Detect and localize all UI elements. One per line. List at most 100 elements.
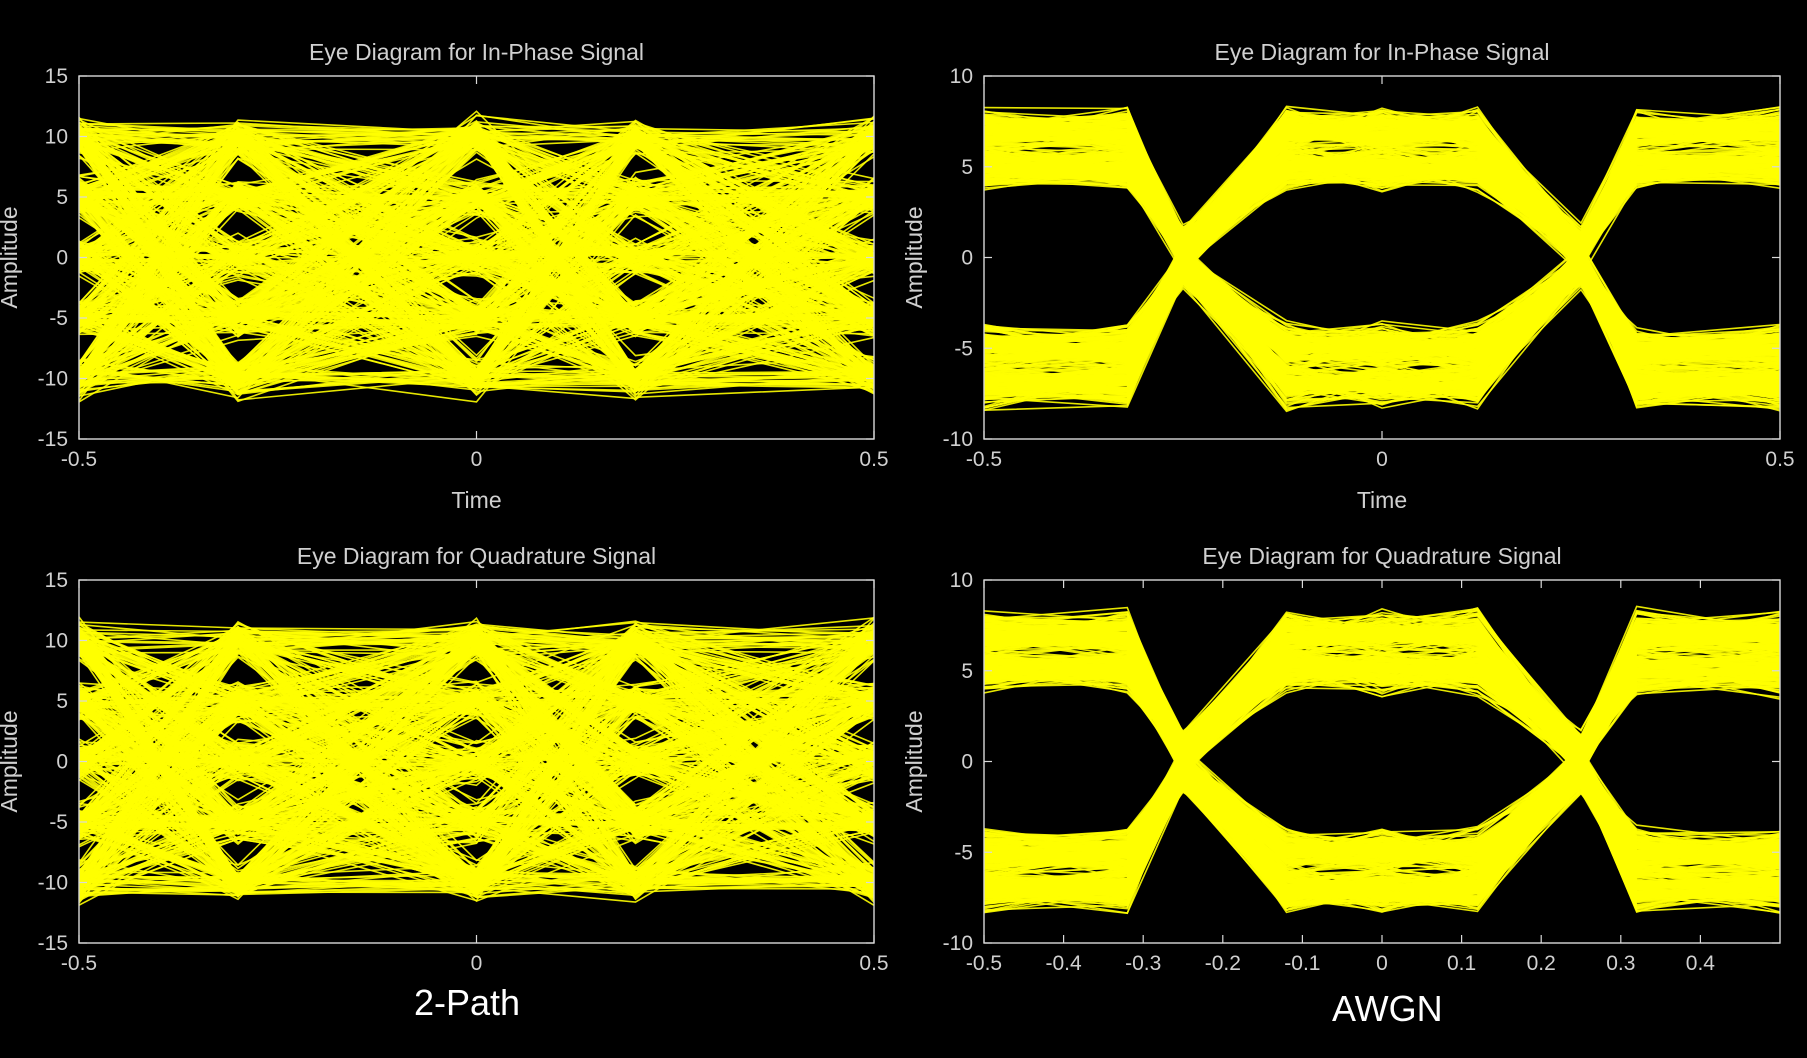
eye-trace [79,131,874,337]
eye-trace [79,140,874,315]
eye-trace [79,638,874,894]
eye-trace [984,773,1780,904]
y-axis-label: Amplitude [901,710,927,812]
eye-trace [79,132,874,361]
eye-trace [79,702,874,896]
eye-trace [79,143,874,360]
x-tick-label: -0.4 [1046,952,1083,975]
eye-trace [984,152,1780,386]
eye-trace [79,629,874,780]
y-tick-label: 10 [45,630,68,653]
x-tick-label: -0.3 [1125,952,1161,975]
eye-trace [79,135,874,372]
eye-trace [984,652,1780,914]
eye-trace [79,626,874,891]
eye-trace [984,153,1780,403]
y-tick-label: -10 [38,368,68,391]
subplot-1: -0.5 0 0.5 -15 -10 -5 0 5 10 15 Eye Diagram for In… [0,39,889,513]
y-tick-label: 0 [961,247,973,270]
x-tick-label: 0.4 [1686,952,1716,975]
eye-trace [984,146,1780,397]
eye-trace [984,663,1780,858]
caption-awgn: AWGN [1332,988,1443,1029]
y-tick-label: 10 [950,65,973,88]
eye-trace [984,623,1780,911]
eye-traces [984,605,1780,915]
eye-trace [79,190,874,378]
eye-trace [984,169,1780,396]
eye-trace [79,634,874,878]
eye-trace [79,636,874,876]
eye-trace [79,138,874,374]
eye-trace [79,815,874,893]
x-tick-label: 0.5 [859,448,888,471]
x-tick-label: -0.5 [966,952,1002,975]
y-tick-label: -15 [38,932,68,955]
chart-title: Eye Diagram for Quadrature Signal [297,543,656,569]
eye-trace [79,634,874,887]
y-tick-label: 0 [56,247,68,270]
x-tick-label: 0.5 [1765,448,1794,471]
y-tick-label: 10 [45,126,68,149]
eye-trace [984,611,1780,911]
eye-trace [984,774,1780,901]
eye-trace [79,748,874,882]
eye-trace [79,262,874,379]
eye-trace [79,630,874,817]
eye-trace [79,141,874,377]
eye-traces [79,616,874,906]
eye-trace [79,633,874,759]
x-tick-label: 0 [471,448,483,471]
eye-trace [79,125,874,370]
eye-trace [79,206,874,334]
eye-trace [79,126,874,381]
eye-trace [79,635,874,872]
eye-trace [79,138,874,317]
eye-trace [79,704,874,894]
eye-trace [984,605,1780,899]
eye-trace [79,126,874,324]
eye-trace [79,245,874,389]
subplot-2: -0.5 0 0.5 -10 -5 0 5 10 Eye Diagram for In-Phas… [901,39,1795,513]
eye-trace [79,627,874,821]
subplot-4: -0.5 -0.4 -0.3 -0.2 -0.1 0 0.1 0.2 0.3 0.4 -10 -5 0 5… [901,543,1781,975]
eye-trace [79,643,874,891]
eye-trace [79,690,874,891]
eye-trace [79,191,874,323]
eye-trace [79,114,874,317]
eye-trace [984,124,1780,393]
eye-trace [79,690,874,884]
caption-two-path: 2-Path [414,982,521,1023]
x-tick-label: 0 [1376,952,1388,975]
y-axis-label: Amplitude [901,206,927,308]
eye-trace [984,643,1780,897]
eye-trace [79,123,874,325]
x-tick-label: -0.5 [61,952,97,975]
y-tick-label: -5 [954,337,973,360]
eye-trace [79,635,874,824]
eye-trace [79,642,874,903]
eye-trace [984,271,1780,403]
y-tick-label: 5 [56,186,68,209]
eye-trace [984,646,1780,889]
y-tick-label: 15 [45,569,68,592]
eye-trace [984,267,1780,369]
eye-trace [79,630,874,830]
eye-trace [79,636,874,890]
eye-trace [79,206,874,369]
y-tick-label: 0 [961,751,973,774]
eye-trace [79,122,874,323]
eye-trace [79,137,874,314]
eye-trace [984,106,1780,260]
eye-trace [79,134,874,312]
eye-trace [984,665,1780,892]
eye-trace [79,143,874,216]
x-tick-label: 0 [471,952,483,975]
eye-trace [79,658,874,835]
y-tick-label: 5 [961,660,973,683]
eye-trace [79,638,874,890]
eye-trace [984,146,1780,402]
eye-trace [79,638,874,767]
x-axis-label: Time [451,487,501,513]
